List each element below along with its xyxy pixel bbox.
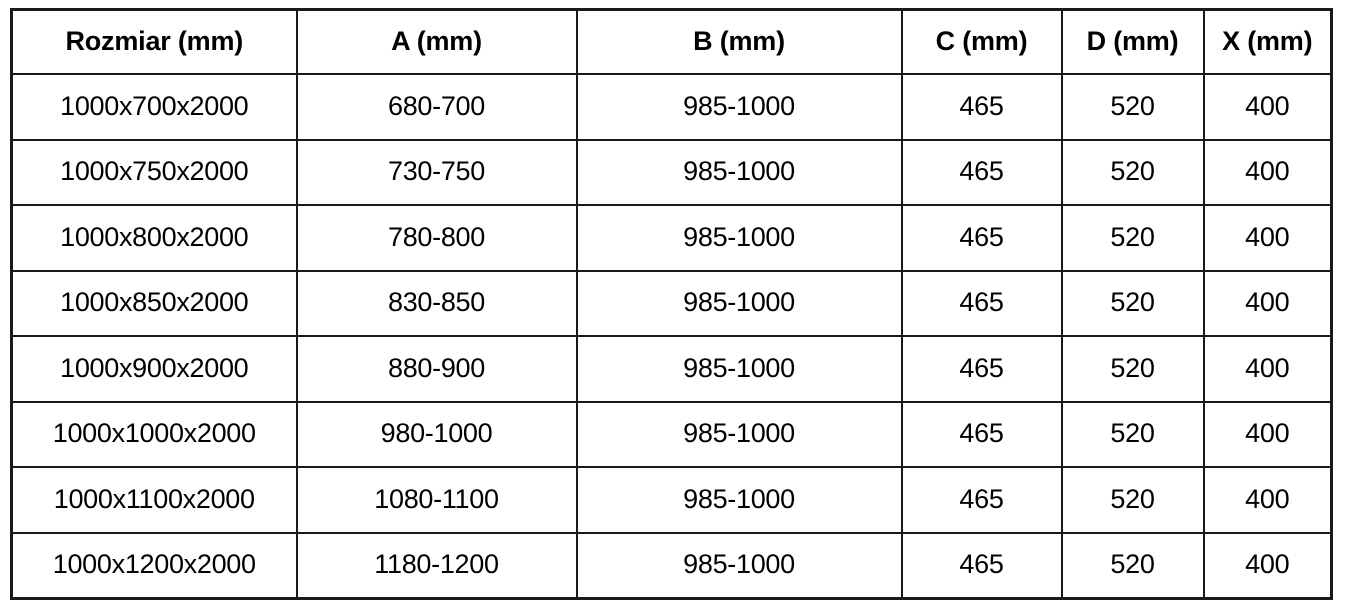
cell-c: 465 [900, 73, 1063, 141]
cell-d: 520 [1060, 204, 1205, 272]
column-header-b: B (mm) [575, 8, 903, 75]
cell-x: 400 [1202, 73, 1333, 141]
cell-c: 465 [900, 335, 1063, 403]
table-row: 1000x1100x2000 1080-1100 985-1000 465 520 400 [10, 466, 1333, 534]
cell-c: 465 [900, 138, 1063, 206]
cell-x: 400 [1202, 400, 1333, 468]
dimensions-table: Rozmiar (mm) A (mm) B (mm) C (mm) D (mm) X (m… [10, 8, 1333, 600]
cell-a: 680-700 [295, 73, 578, 141]
cell-size: 1000x800x2000 [10, 204, 298, 272]
cell-a: 730-750 [295, 138, 578, 206]
cell-d: 520 [1060, 400, 1205, 468]
table-header-row: Rozmiar (mm) A (mm) B (mm) C (mm) D (mm) X (m… [10, 8, 1333, 75]
column-header-size: Rozmiar (mm) [10, 8, 298, 75]
cell-c: 465 [900, 204, 1063, 272]
cell-b: 985-1000 [575, 138, 903, 206]
cell-c: 465 [900, 269, 1063, 337]
cell-d: 520 [1060, 138, 1205, 206]
table-row: 1000x800x2000 780-800 985-1000 465 520 400 [10, 204, 1333, 272]
cell-a: 980-1000 [295, 400, 578, 468]
table-body: 1000x700x2000 680-700 985-1000 465 520 400 100… [10, 73, 1333, 600]
cell-size: 1000x900x2000 [10, 335, 298, 403]
table-row: 1000x750x2000 730-750 985-1000 465 520 400 [10, 138, 1333, 206]
cell-d: 520 [1060, 73, 1205, 141]
cell-size: 1000x700x2000 [10, 73, 298, 141]
cell-a: 880-900 [295, 335, 578, 403]
cell-size: 1000x1000x2000 [10, 400, 298, 468]
cell-d: 520 [1060, 466, 1205, 534]
cell-x: 400 [1202, 269, 1333, 337]
cell-b: 985-1000 [575, 400, 903, 468]
cell-size: 1000x1100x2000 [10, 466, 298, 534]
cell-d: 520 [1060, 269, 1205, 337]
cell-a: 1080-1100 [295, 466, 578, 534]
cell-size: 1000x850x2000 [10, 269, 298, 337]
column-header-c: C (mm) [900, 8, 1063, 75]
cell-size: 1000x750x2000 [10, 138, 298, 206]
table-row: 1000x700x2000 680-700 985-1000 465 520 400 [10, 73, 1333, 141]
cell-x: 400 [1202, 335, 1333, 403]
cell-b: 985-1000 [575, 466, 903, 534]
cell-b: 985-1000 [575, 269, 903, 337]
column-header-d: D (mm) [1060, 8, 1205, 75]
table-row: 1000x850x2000 830-850 985-1000 465 520 400 [10, 269, 1333, 337]
column-header-x: X (mm) [1202, 8, 1333, 75]
table-row: 1000x900x2000 880-900 985-1000 465 520 400 [10, 335, 1333, 403]
table-row: 1000x1000x2000 980-1000 985-1000 465 520 400 [10, 400, 1333, 468]
cell-a: 830-850 [295, 269, 578, 337]
cell-c: 465 [900, 400, 1063, 468]
dimensions-table-container: Rozmiar (mm) A (mm) B (mm) C (mm) D (mm) X (m… [10, 8, 1333, 600]
cell-x: 400 [1202, 466, 1333, 534]
cell-b: 985-1000 [575, 204, 903, 272]
cell-b: 985-1000 [575, 335, 903, 403]
cell-d: 520 [1060, 335, 1205, 403]
cell-b: 985-1000 [575, 73, 903, 141]
cell-a: 780-800 [295, 204, 578, 272]
column-header-a: A (mm) [295, 8, 578, 75]
table-header: Rozmiar (mm) A (mm) B (mm) C (mm) D (mm) X (m… [10, 8, 1333, 75]
cell-c: 465 [900, 466, 1063, 534]
cell-x: 400 [1202, 138, 1333, 206]
cell-x: 400 [1202, 204, 1333, 272]
